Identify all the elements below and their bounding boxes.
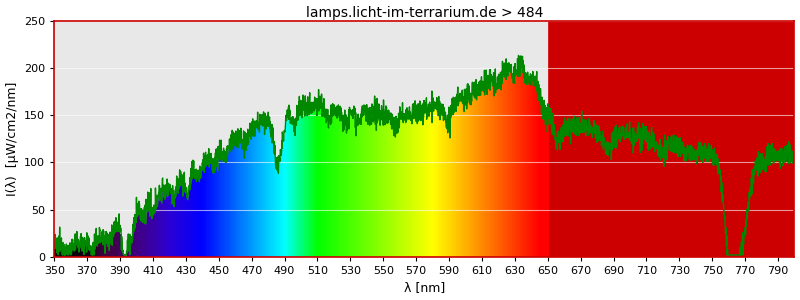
Bar — [548, 21, 796, 257]
X-axis label: λ [nm]: λ [nm] — [404, 281, 445, 294]
Y-axis label: I(λ)  [μW/cm2/nm]: I(λ) [μW/cm2/nm] — [6, 82, 18, 196]
Title: lamps.licht-im-terrarium.de > 484: lamps.licht-im-terrarium.de > 484 — [306, 6, 543, 20]
